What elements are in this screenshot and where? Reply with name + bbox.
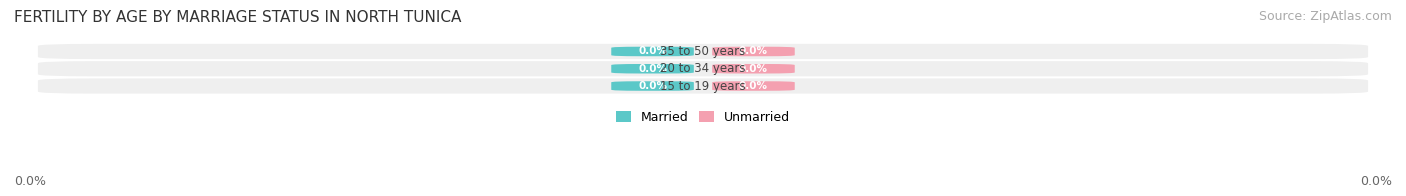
FancyBboxPatch shape [38, 78, 1368, 94]
Text: 15 to 19 years: 15 to 19 years [661, 80, 745, 93]
FancyBboxPatch shape [612, 64, 693, 74]
Text: 0.0%: 0.0% [638, 81, 666, 91]
FancyBboxPatch shape [38, 61, 1368, 76]
Text: 20 to 34 years: 20 to 34 years [661, 62, 745, 75]
FancyBboxPatch shape [612, 81, 693, 91]
Text: 0.0%: 0.0% [1360, 175, 1392, 188]
FancyBboxPatch shape [38, 44, 1368, 59]
Text: 35 to 50 years: 35 to 50 years [661, 45, 745, 58]
FancyBboxPatch shape [713, 64, 794, 74]
Text: 0.0%: 0.0% [740, 81, 768, 91]
Text: 0.0%: 0.0% [740, 46, 768, 56]
Text: 0.0%: 0.0% [740, 64, 768, 74]
Text: 0.0%: 0.0% [638, 46, 666, 56]
FancyBboxPatch shape [713, 81, 794, 91]
Text: FERTILITY BY AGE BY MARRIAGE STATUS IN NORTH TUNICA: FERTILITY BY AGE BY MARRIAGE STATUS IN N… [14, 10, 461, 25]
FancyBboxPatch shape [713, 47, 794, 56]
Legend: Married, Unmarried: Married, Unmarried [616, 111, 790, 124]
FancyBboxPatch shape [612, 47, 693, 56]
Text: 0.0%: 0.0% [638, 64, 666, 74]
Text: 0.0%: 0.0% [14, 175, 46, 188]
Text: Source: ZipAtlas.com: Source: ZipAtlas.com [1258, 10, 1392, 23]
